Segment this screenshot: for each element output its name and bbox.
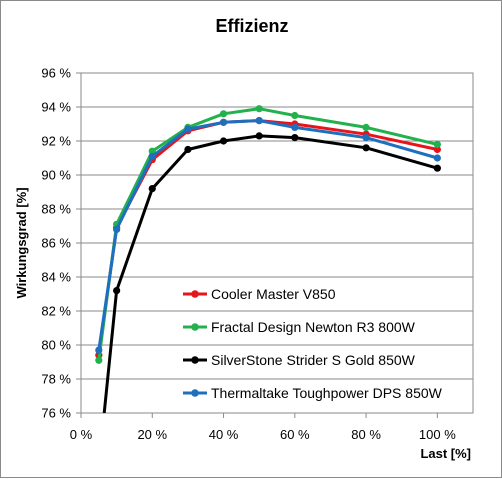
legend-entry-label: Fractal Design Newton R3 800W	[211, 319, 416, 335]
y-tick-label: 94 %	[41, 100, 71, 115]
y-tick-label: 82 %	[41, 304, 71, 319]
series-group	[95, 105, 441, 413]
y-axis-label: Wirkungsgrad [%]	[14, 187, 29, 298]
x-axis-label: Last [%]	[420, 446, 471, 461]
series-point-3	[219, 137, 228, 145]
series-point-2	[148, 147, 156, 155]
series-point-4	[219, 118, 228, 126]
x-tick-label: 60 %	[280, 427, 310, 442]
y-tick-label: 80 %	[41, 338, 71, 353]
y-tick-label: 88 %	[41, 202, 71, 217]
chart-title: Effizienz	[215, 16, 288, 36]
series-point-2	[433, 140, 441, 148]
legend-swatch-marker	[191, 323, 199, 331]
series-point-3	[113, 287, 121, 295]
series-point-2	[291, 111, 299, 120]
y-tick-label: 90 %	[41, 168, 71, 183]
legend-entry-label: SilverStone Strider S Gold 850W	[211, 352, 416, 368]
series-point-3	[291, 134, 299, 142]
x-axis-ticks: 0 % 20 % 40 % 60 % 80 % 100 %	[70, 413, 456, 442]
legend: Cooler Master V850 Fractal Design Newton …	[183, 286, 443, 401]
series-point-4	[184, 125, 192, 133]
series-point-3	[255, 132, 263, 140]
y-tick-label: 84 %	[41, 270, 71, 285]
x-tick-label: 20 %	[137, 427, 167, 442]
series-point-2	[219, 110, 228, 118]
series-point-4	[291, 123, 299, 131]
legend-swatch-marker	[191, 290, 199, 298]
legend-swatch-marker	[191, 389, 199, 397]
y-tick-label: 86 %	[41, 236, 71, 251]
legend-entry-label: Cooler Master V850	[211, 286, 336, 302]
series-point-4	[255, 117, 263, 125]
y-axis-ticks: 76 % 78 % 80 % 82 % 84 % 86 % 88 % 90 % 92 % 94 %…	[41, 66, 81, 421]
series-point-3	[148, 185, 156, 193]
series-point-2	[255, 105, 263, 113]
series-point-1	[433, 145, 441, 154]
series-point-3	[362, 144, 370, 152]
series-line-3	[102, 134, 438, 413]
series-point-3	[433, 164, 441, 172]
series-point-4	[433, 154, 441, 162]
legend-entry-label: Thermaltake Toughpower DPS 850W	[211, 385, 443, 401]
series-point-4	[362, 134, 370, 142]
series-point-4	[113, 225, 121, 233]
x-tick-label: 0 %	[70, 427, 93, 442]
y-tick-label: 76 %	[41, 406, 71, 421]
series-point-2	[362, 123, 370, 131]
series-point-3	[184, 145, 192, 154]
series-point-2	[95, 356, 103, 364]
legend-swatch-marker	[191, 356, 199, 364]
x-tick-label: 100 %	[419, 427, 456, 442]
y-tick-label: 92 %	[41, 134, 71, 149]
series-point-4	[148, 152, 156, 160]
x-tick-label: 80 %	[351, 427, 381, 442]
series-point-4	[95, 346, 103, 354]
x-tick-label: 40 %	[209, 427, 239, 442]
y-tick-label: 78 %	[41, 372, 71, 387]
y-tick-label: 96 %	[41, 66, 71, 81]
